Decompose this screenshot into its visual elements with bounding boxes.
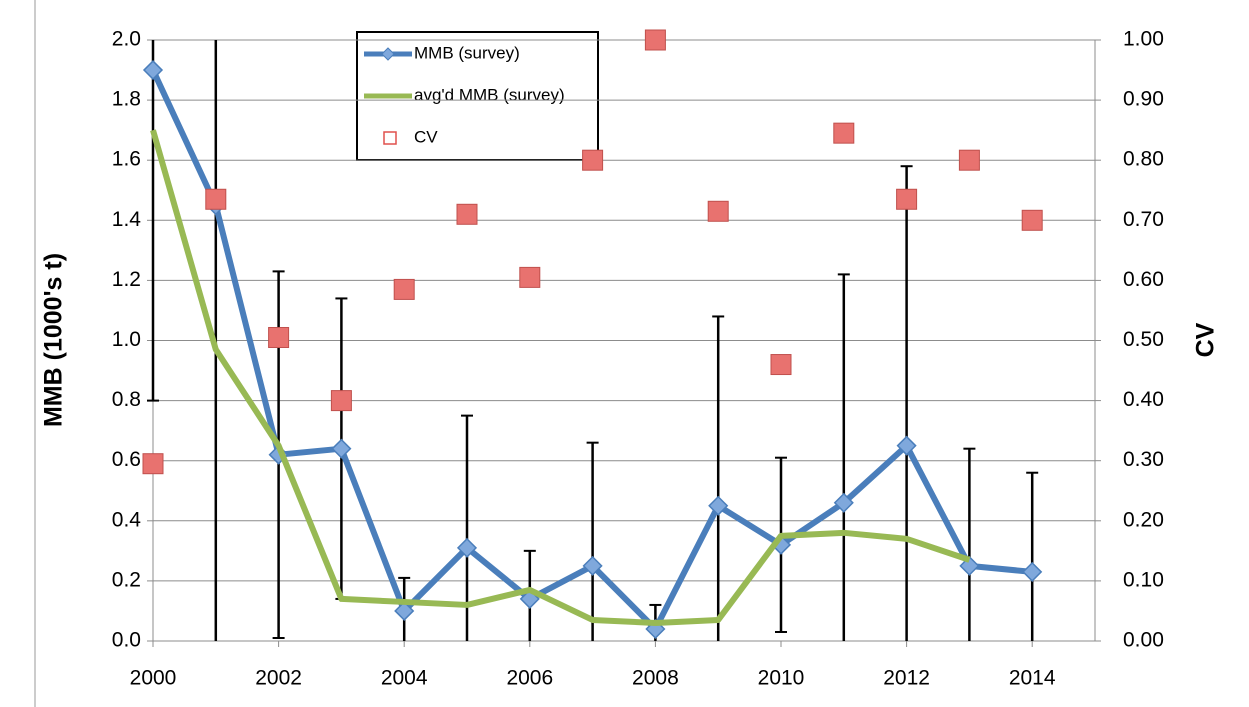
y-tick-label: 1.4 [112, 208, 142, 231]
point [519, 266, 541, 288]
point [708, 495, 729, 516]
y2-tick-label: 0.30 [1123, 448, 1164, 471]
y-tick-label: 0.2 [112, 568, 141, 591]
y-tick-label: 1.6 [112, 148, 141, 171]
point [644, 29, 666, 51]
point [331, 438, 352, 459]
x-tick-label: 2008 [632, 667, 679, 690]
y-tick-label: 0.4 [112, 508, 142, 531]
point [896, 188, 918, 210]
series-line [150, 129, 971, 626]
y2-tick-label: 0.70 [1123, 208, 1164, 231]
point [330, 390, 352, 412]
legend: MMB (survey) avg'd MMB (survey) CV [356, 31, 599, 161]
point [142, 453, 164, 475]
y-tick-label: 2.0 [112, 28, 141, 51]
point [142, 59, 164, 81]
y-tick-label: 1.2 [112, 268, 141, 291]
x-tick-label: 2004 [381, 667, 428, 690]
x-tick-label: 2012 [883, 667, 930, 690]
y-tick-label: 1.0 [112, 328, 141, 351]
y2-tick-label: 1.00 [1123, 28, 1164, 51]
x-tick-label: 2000 [130, 667, 177, 690]
point [582, 149, 604, 171]
y2-tick-label: 0.50 [1123, 328, 1164, 351]
y-tick-label: 1.8 [112, 88, 141, 111]
point [394, 600, 415, 622]
point [1022, 561, 1043, 582]
y-tick-label: 0.8 [112, 388, 141, 411]
y-tick-label: 0.6 [112, 448, 141, 471]
point [393, 278, 415, 300]
point [268, 326, 290, 348]
x-tick-label: 2014 [1009, 667, 1056, 690]
legend-symbol [381, 47, 395, 61]
point [582, 555, 603, 576]
x-tick-label: 2006 [506, 667, 553, 690]
x-tick-label: 2002 [255, 667, 302, 690]
point [958, 149, 980, 171]
point [456, 537, 478, 558]
y2-tick-label: 0.10 [1123, 568, 1164, 591]
y2-tick-label: 0.20 [1123, 508, 1164, 531]
x-tick-label: 2010 [758, 667, 805, 690]
y-axis-title: MMB (1000's t) [40, 253, 68, 427]
y2-tick-label: 0.40 [1123, 388, 1164, 411]
legend-symbol [383, 131, 397, 145]
y2-tick-label: 0.00 [1123, 629, 1164, 652]
point [896, 435, 917, 456]
point [770, 354, 792, 376]
y2-tick-label: 0.80 [1123, 148, 1164, 171]
point [707, 200, 729, 222]
y2-tick-label: 0.90 [1123, 88, 1164, 111]
legend-label: MMB (survey) [414, 43, 520, 62]
point [833, 122, 855, 144]
point [833, 492, 854, 513]
y2-axis-title: CV [1192, 322, 1220, 357]
legend-label: avg'd MMB (survey) [414, 85, 565, 104]
point [456, 203, 478, 225]
y2-tick-label: 0.60 [1123, 268, 1164, 291]
legend-label: CV [414, 127, 438, 146]
point [1021, 209, 1043, 231]
y-tick-label: 0.0 [112, 629, 141, 652]
point [205, 188, 227, 210]
